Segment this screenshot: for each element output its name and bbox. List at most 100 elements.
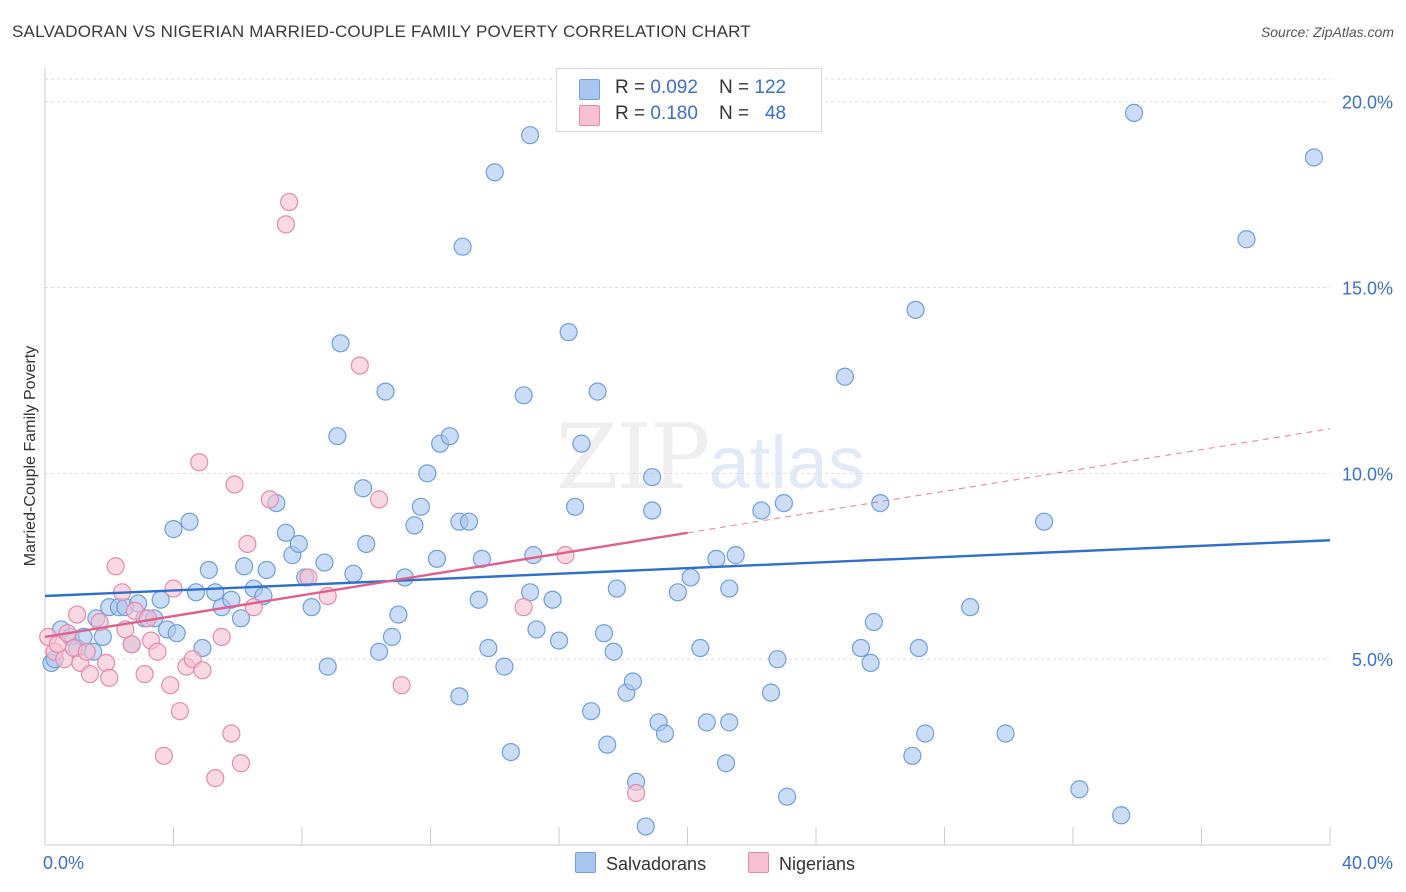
salvadoran-point [864,612,883,632]
salvadoran-point [668,583,687,602]
salvadoran-point [961,598,980,617]
nigerian-n-value: 48 [764,103,787,124]
nigerian-point [626,783,646,803]
y-tick-label: 10.0% [1342,464,1393,484]
nigerian-point [77,642,96,661]
legend-item-salvadorans: Salvadorans [575,852,706,875]
salvadoran-point [543,590,562,609]
nigerian-point [96,653,116,672]
salvadoran-point [328,427,347,446]
watermark-zip: ZIP [556,405,711,510]
salvadoran-n-label: N = [719,77,755,98]
salvadorans-swatch [575,852,596,873]
salvadoran-point [199,560,218,580]
nigerian-point [238,534,257,554]
nigerian-point [280,192,299,212]
salvadoran-point [93,627,112,646]
salvadoran-point [643,501,662,520]
salvadoran-point [572,434,591,453]
salvadoran-point [1124,103,1144,122]
salvadoran-trend-line [44,539,1331,598]
nigerian-point [154,746,173,765]
salvadoran-point [774,493,793,513]
nigerian-point [514,598,533,617]
salvadoran-point [716,754,736,773]
salvadoran-point [697,713,716,732]
salvadoran-point [565,497,585,516]
salvadoran-point [720,713,739,732]
salvadoran-point [681,568,700,587]
salvadoran-point [370,642,389,661]
salvadoran-point [1304,148,1324,167]
nigerian-point [276,215,296,234]
salvadoran-point [636,817,655,836]
salvadoran-point [549,631,569,650]
salvadoran-point [440,427,459,446]
salvadoran-point [495,657,514,676]
nigerian-r-label: R = [615,103,651,124]
salvadoran-point [720,579,739,598]
salvadoran-point [643,467,662,487]
salvadoran-point [376,382,395,401]
salvadoran-point [906,300,925,319]
salvadoran-point [655,724,675,743]
salvadoran-point [235,557,254,576]
salvadoran-point [527,620,546,639]
salvadoran-point [353,479,373,498]
salvadoran-point [707,549,726,568]
salvadoran-point [598,735,617,754]
correlation-legend: R = 0.092 N = 122 R = 0.180 N = 48 [556,68,822,132]
salvadoran-point [164,520,183,539]
salvadoran-point [231,609,251,628]
salvadoran-r-label: R = [615,77,651,98]
nigerian-point [350,356,369,375]
salvadoran-point [691,638,710,658]
salvadoran-point [1112,806,1131,825]
salvadoran-point [411,497,430,516]
nigerian-r-value: 0.180 [650,103,698,124]
salvadoran-point [302,598,321,617]
nigerian-point [122,635,141,654]
watermark: ZIPatlas [556,405,865,510]
nigerian-point [190,453,209,472]
nigerian-trend-extension [687,428,1331,534]
salvadoran-point [469,590,488,609]
nigerian-point [164,579,183,598]
salvadoran-point [559,323,578,342]
salvadoran-point [315,553,334,572]
salvadoran-point [1237,230,1256,249]
salvadoran-n-value: 122 [754,77,787,98]
nigerian-point [392,676,411,695]
salvadoran-point [761,683,781,702]
nigerian-point [370,490,389,509]
nigerian-point [106,557,125,576]
nigerian-point [135,664,154,684]
salvadoran-point [472,549,491,568]
salvadoran-point [405,516,424,535]
salvadoran-point [180,512,199,531]
salvadoran-point [276,523,296,542]
salvadoran-point [777,787,797,806]
nigerian-point [556,546,575,565]
salvadoran-point [768,650,787,669]
salvadoran-point [520,126,540,145]
salvadoran-point [318,657,337,676]
salvadoran-point [357,534,376,554]
nigerians-legend-label: Nigerians [779,854,856,874]
salvadoran-point [916,724,935,743]
salvadoran-point [1034,512,1054,531]
salvadoran-point [835,367,855,386]
nigerian-point [225,475,244,494]
salvadoran-point [418,464,437,483]
salvadoran-r-value: 0.092 [650,77,698,98]
salvadoran-point [485,163,504,182]
salvadoran-point [167,624,186,643]
nigerian-point [170,702,190,721]
nigerian-point [260,490,279,509]
nigerian-point [80,664,100,684]
salvadoran-point [582,702,601,721]
salvadoran-point [909,638,928,658]
salvadoran-point [453,237,472,256]
salvadoran-point [331,334,350,353]
salvadoran-point [389,605,408,624]
